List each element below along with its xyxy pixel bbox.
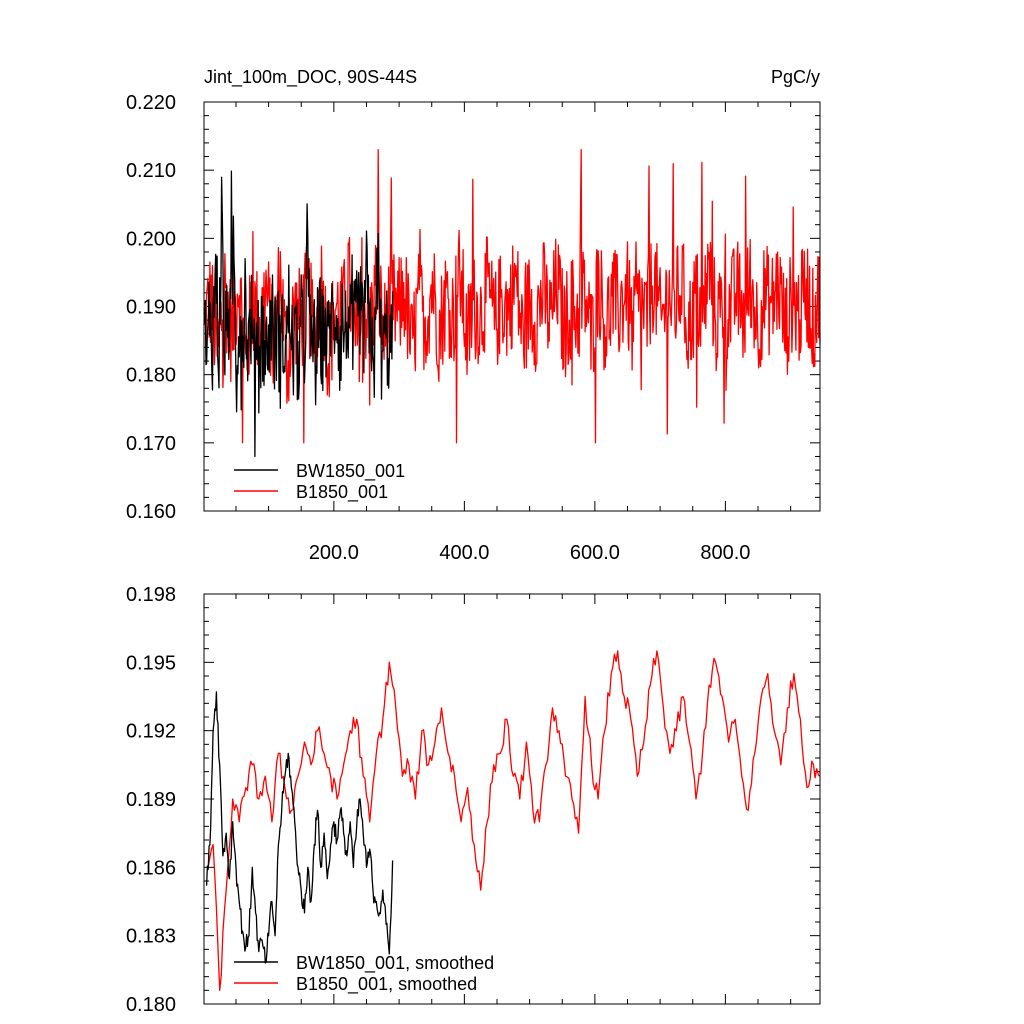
top-legend-label-b: B1850_001 [296, 482, 388, 503]
bottom-axes: 0.180 0.183 0.186 0.189 0.192 0.195 0.198 [126, 584, 820, 1016]
series-line-b1850-001-smoothed [207, 651, 820, 990]
y-tick-label: 0.220 [126, 92, 176, 114]
bottom-plot-frame [204, 594, 820, 1004]
y-tick-label: 0.198 [126, 584, 176, 606]
top-units: PgC/y [771, 67, 820, 87]
bottom-legend-label-bw: BW1850_001, smoothed [296, 953, 494, 974]
top-series-group [204, 150, 820, 457]
top-title: Jint_100m_DOC, 90S-44S [204, 67, 417, 88]
panel-bottom: 0.180 0.183 0.186 0.189 0.192 0.195 0.198 BW18… [126, 584, 820, 1016]
x-tick-label: 200.0 [309, 542, 359, 564]
bottom-series-group [207, 651, 820, 990]
y-tick-label: 0.192 [126, 721, 176, 743]
y-tick-label: 0.186 [126, 857, 176, 879]
y-tick-label: 0.180 [126, 994, 176, 1016]
series-line-bw1850-001-smoothed [207, 692, 393, 963]
y-tick-label: 0.183 [126, 926, 176, 948]
y-tick-label: 0.200 [126, 228, 176, 250]
y-tick-label: 0.190 [126, 297, 176, 319]
top-legend-label-bw: BW1850_001 [296, 461, 405, 482]
y-tick-label: 0.160 [126, 501, 176, 523]
x-tick-label: 600.0 [570, 542, 620, 564]
y-tick-label: 0.170 [126, 433, 176, 455]
top-legend: BW1850_001 B1850_001 [234, 461, 405, 503]
y-tick-label: 0.180 [126, 365, 176, 387]
bottom-legend-label-b: B1850_001, smoothed [296, 974, 477, 995]
y-tick-label: 0.189 [126, 789, 176, 811]
series-line-b1850-001 [204, 150, 820, 443]
panel-top: Jint_100m_DOC, 90S-44S PgC/y 0.160 0.170 0… [126, 67, 820, 564]
x-tick-label: 800.0 [700, 542, 750, 564]
y-tick-label: 0.210 [126, 160, 176, 182]
y-tick-label: 0.195 [126, 652, 176, 674]
bottom-legend: BW1850_001, smoothed B1850_001, smoothed [234, 953, 494, 995]
x-tick-label: 400.0 [439, 542, 489, 564]
